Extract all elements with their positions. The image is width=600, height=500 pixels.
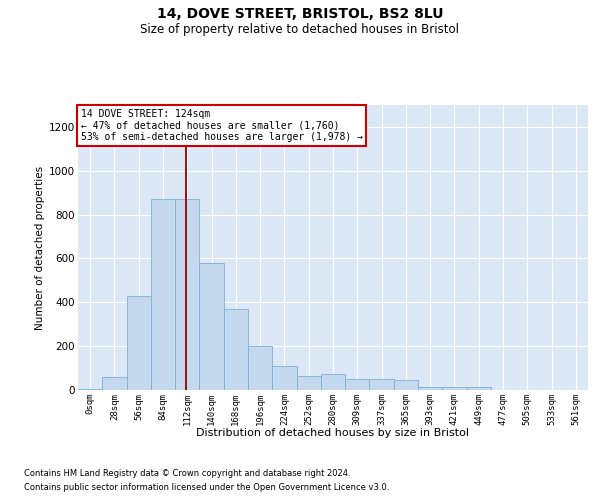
Bar xyxy=(151,200,175,390)
Bar xyxy=(442,388,467,390)
Text: 14 DOVE STREET: 124sqm
← 47% of detached houses are smaller (1,760)
53% of semi-: 14 DOVE STREET: 124sqm ← 47% of detached… xyxy=(80,110,362,142)
Bar xyxy=(345,379,370,390)
Bar xyxy=(467,388,491,390)
Bar xyxy=(199,263,224,390)
Bar xyxy=(272,366,296,390)
Bar xyxy=(224,309,248,390)
Bar xyxy=(127,296,151,390)
Bar xyxy=(321,374,345,390)
Text: Size of property relative to detached houses in Bristol: Size of property relative to detached ho… xyxy=(140,22,460,36)
Y-axis label: Number of detached properties: Number of detached properties xyxy=(35,166,45,330)
Text: Contains public sector information licensed under the Open Government Licence v3: Contains public sector information licen… xyxy=(24,484,389,492)
Bar xyxy=(102,377,127,390)
Text: 14, DOVE STREET, BRISTOL, BS2 8LU: 14, DOVE STREET, BRISTOL, BS2 8LU xyxy=(157,8,443,22)
Bar xyxy=(418,388,442,390)
Bar xyxy=(394,380,418,390)
X-axis label: Distribution of detached houses by size in Bristol: Distribution of detached houses by size … xyxy=(197,428,470,438)
Bar xyxy=(175,200,199,390)
Bar xyxy=(248,346,272,390)
Bar xyxy=(296,376,321,390)
Text: Contains HM Land Registry data © Crown copyright and database right 2024.: Contains HM Land Registry data © Crown c… xyxy=(24,468,350,477)
Bar xyxy=(370,379,394,390)
